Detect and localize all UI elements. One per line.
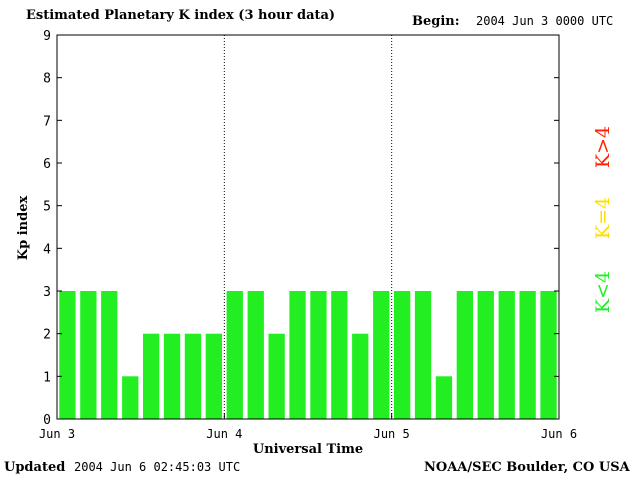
kp-bar	[268, 333, 285, 419]
y-tick-label: 1	[43, 370, 51, 385]
updated-label: Updated	[4, 460, 66, 475]
kp-bar	[101, 291, 118, 419]
y-axis: 0 1 2 3 4 5 6 7 8 9	[43, 29, 559, 428]
kp-bar	[59, 291, 76, 419]
kp-bar	[435, 376, 453, 419]
updated-value: 2004 Jun 6 02:45:03 UTC	[74, 460, 241, 474]
y-tick-label: 7	[43, 114, 51, 129]
kp-bar	[310, 291, 327, 419]
kp-bar	[122, 376, 139, 419]
kp-bar	[373, 291, 390, 419]
kp-bar	[498, 291, 515, 419]
kp-bar	[519, 291, 536, 419]
kp-bar	[184, 333, 202, 419]
x-axis: Jun 3 Jun 4 Jun 5 Jun 6	[39, 413, 577, 441]
day-separators	[223, 35, 393, 419]
kp-bar	[540, 291, 557, 419]
begin-value: 2004 Jun 3 0000 UTC	[476, 14, 614, 28]
plot-frame	[56, 34, 560, 420]
kp-bar	[289, 291, 306, 419]
begin-label: Begin:	[412, 14, 460, 29]
y-tick-label: 5	[43, 200, 51, 215]
bars-group	[59, 291, 557, 419]
legend-entry: K<4	[592, 271, 614, 313]
x-tick-label: Jun 6	[541, 427, 577, 441]
y-tick-label: 9	[43, 29, 51, 44]
kp-bar	[143, 333, 160, 419]
y-tick-label: 0	[43, 413, 51, 428]
kp-bar	[80, 291, 97, 419]
y-axis-label: Kp index	[16, 196, 31, 261]
legend-entry: K>4	[592, 126, 614, 168]
legend: K>4 K=4 K<4	[592, 126, 614, 313]
kp-bar	[394, 291, 411, 419]
kp-bar	[456, 291, 473, 419]
x-tick-label: Jun 4	[206, 427, 242, 441]
credit-text: NOAA/SEC Boulder, CO USA	[424, 460, 630, 475]
y-tick-label: 3	[43, 285, 51, 300]
kp-bar	[414, 291, 432, 419]
kp-bar	[226, 291, 243, 419]
x-tick-label: Jun 3	[39, 427, 75, 441]
chart-title: Estimated Planetary K index (3 hour data…	[26, 8, 336, 23]
legend-entry: K=4	[592, 197, 614, 239]
kp-bar	[331, 291, 348, 419]
y-tick-label: 2	[43, 328, 51, 343]
kp-bar	[247, 291, 264, 419]
y-tick-label: 6	[43, 157, 51, 172]
kp-bar	[163, 333, 181, 419]
y-tick-label: 8	[43, 72, 51, 87]
y-tick-label: 4	[43, 242, 51, 257]
kp-bar	[352, 333, 369, 419]
x-axis-label: Universal Time	[253, 442, 363, 457]
x-tick-label: Jun 5	[374, 427, 410, 441]
kp-bar	[477, 291, 494, 419]
kp-bar	[205, 333, 222, 419]
